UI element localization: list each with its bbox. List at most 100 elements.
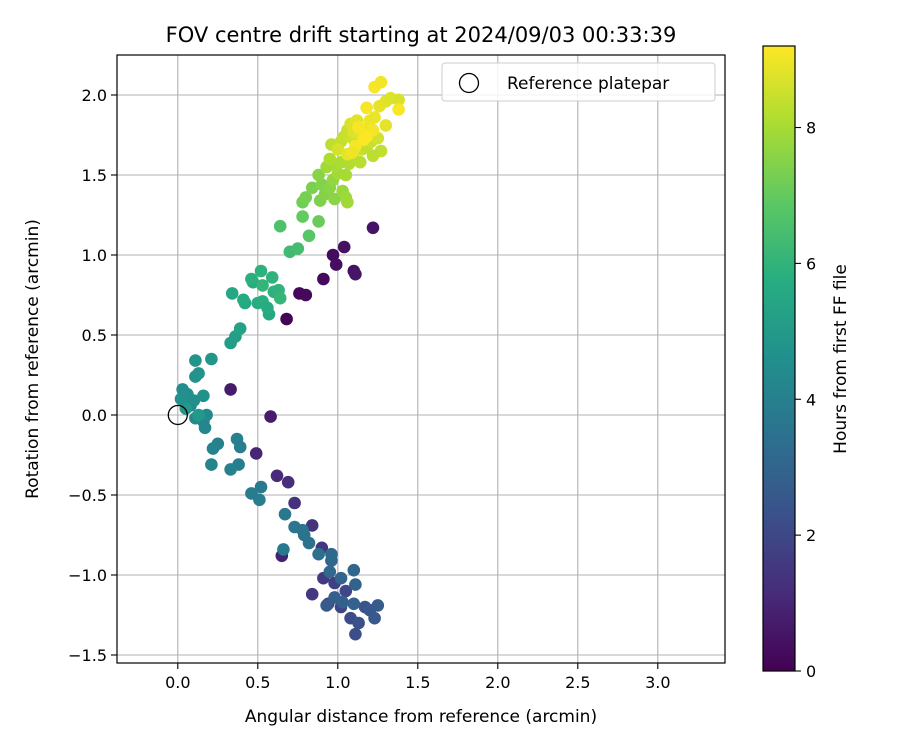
scatter-point bbox=[339, 584, 353, 598]
scatter-point bbox=[312, 215, 325, 228]
legend-marker-open-circle bbox=[458, 72, 480, 94]
scatter-point bbox=[326, 248, 340, 262]
legend-entry-reference-platepar: Reference platepar bbox=[507, 74, 669, 94]
scatter-point bbox=[296, 210, 309, 223]
scatter-point bbox=[302, 229, 316, 243]
scatter-point bbox=[291, 242, 305, 255]
colorbar-frame bbox=[762, 45, 796, 672]
scatter-point bbox=[299, 191, 313, 204]
scatter-point bbox=[374, 75, 388, 89]
scatter-point bbox=[341, 195, 354, 209]
scatter-point bbox=[302, 536, 316, 550]
scatter-point bbox=[233, 322, 247, 335]
scatter-point bbox=[320, 599, 333, 612]
scatter-point bbox=[192, 408, 205, 422]
scatter-point bbox=[281, 475, 295, 489]
scatter-point bbox=[312, 168, 325, 182]
scatter-point bbox=[360, 130, 373, 143]
colorbar-tick-label: 2 bbox=[806, 526, 816, 545]
scatter-point bbox=[366, 221, 380, 235]
scatter-point bbox=[280, 312, 293, 326]
scatter-point bbox=[352, 616, 365, 630]
grid-lines bbox=[117, 55, 725, 663]
scatter-point bbox=[334, 571, 348, 585]
scatter-point bbox=[337, 240, 351, 254]
scatter-point bbox=[347, 597, 361, 611]
scatter-point bbox=[331, 143, 345, 156]
scatter-point bbox=[254, 264, 268, 278]
colorbar-tick-label: 8 bbox=[806, 119, 816, 138]
scatter-point bbox=[198, 421, 212, 435]
scatter-point bbox=[245, 272, 258, 286]
x-tick-label: 2.5 bbox=[565, 673, 590, 692]
colorbar-gradient bbox=[763, 46, 795, 671]
x-tick-label: 0.0 bbox=[165, 673, 190, 692]
y-tick-label: 1.0 bbox=[82, 246, 107, 265]
scatter-point bbox=[288, 496, 301, 510]
scatter-point bbox=[305, 587, 319, 601]
plot-area bbox=[117, 55, 725, 663]
scatter-point bbox=[277, 543, 290, 556]
scatter-point bbox=[392, 93, 405, 107]
x-axis-label: Angular distance from reference (arcmin) bbox=[245, 707, 597, 727]
scatter-point bbox=[270, 469, 284, 483]
y-tick-label: −1.0 bbox=[68, 566, 107, 585]
y-tick-label: 0.5 bbox=[82, 326, 107, 345]
scatter-point bbox=[339, 168, 353, 182]
data-points bbox=[174, 75, 405, 641]
x-tick-label: 2.0 bbox=[485, 673, 510, 692]
scatter-point bbox=[187, 394, 201, 407]
colorbar-tick-label: 6 bbox=[806, 254, 816, 273]
scatter-point bbox=[254, 480, 268, 494]
scatter-point bbox=[237, 293, 250, 307]
scatter-point bbox=[368, 111, 381, 124]
colorbar-tick-label: 4 bbox=[806, 390, 816, 409]
scatter-point bbox=[224, 383, 237, 396]
x-tick-label: 1.0 bbox=[325, 673, 350, 692]
scatter-point bbox=[349, 267, 362, 281]
scatter-point bbox=[368, 611, 381, 625]
y-tick-label: 2.0 bbox=[82, 86, 107, 105]
scatter-point bbox=[312, 547, 325, 561]
scatter-point bbox=[371, 599, 385, 612]
y-axis-ticks: −1.5 −1.0 −0.5 0.0 0.5 1.0 1.5 2.0 bbox=[68, 86, 117, 665]
scatter-point bbox=[349, 627, 362, 641]
scatter-point bbox=[189, 354, 202, 367]
scatter-point bbox=[299, 288, 313, 302]
scatter-point bbox=[249, 447, 263, 460]
scatter-point bbox=[349, 578, 362, 591]
scatter-point bbox=[273, 219, 287, 233]
scatter-point bbox=[205, 352, 218, 366]
scatter-point bbox=[225, 287, 239, 300]
scatter-point bbox=[179, 402, 193, 415]
scatter-point bbox=[296, 523, 309, 537]
scatter-point bbox=[366, 149, 380, 163]
scatter-point bbox=[197, 389, 210, 403]
scatter-point bbox=[224, 463, 237, 476]
y-tick-label: −1.5 bbox=[68, 646, 107, 665]
scatter-point bbox=[256, 279, 269, 292]
scatter-point bbox=[174, 392, 188, 406]
plot-frame bbox=[116, 54, 726, 664]
y-tick-label: 0.0 bbox=[82, 406, 107, 425]
legend-box bbox=[441, 62, 716, 102]
scatter-point bbox=[264, 410, 277, 423]
scatter-point bbox=[206, 442, 220, 455]
scatter-point bbox=[379, 119, 393, 132]
x-axis-ticks: 0.0 0.5 1.0 1.5 2.0 2.5 3.0 bbox=[165, 663, 671, 692]
scatter-point bbox=[347, 563, 361, 577]
scatter-point bbox=[325, 547, 338, 561]
scatter-point bbox=[353, 155, 367, 169]
scatter-point bbox=[323, 152, 337, 166]
scatter-point bbox=[192, 367, 205, 380]
scatter-point bbox=[233, 440, 247, 454]
colorbar: 0 2 4 6 8 Hours from first FF file bbox=[762, 45, 851, 681]
scatter-point bbox=[205, 458, 218, 471]
x-tick-label: 0.5 bbox=[245, 673, 270, 692]
scatter-point bbox=[278, 507, 292, 521]
colorbar-label: Hours from first FF file bbox=[831, 264, 851, 454]
y-tick-label: 1.5 bbox=[82, 166, 107, 185]
scatter-point bbox=[305, 519, 319, 532]
scatter-point bbox=[305, 181, 319, 195]
